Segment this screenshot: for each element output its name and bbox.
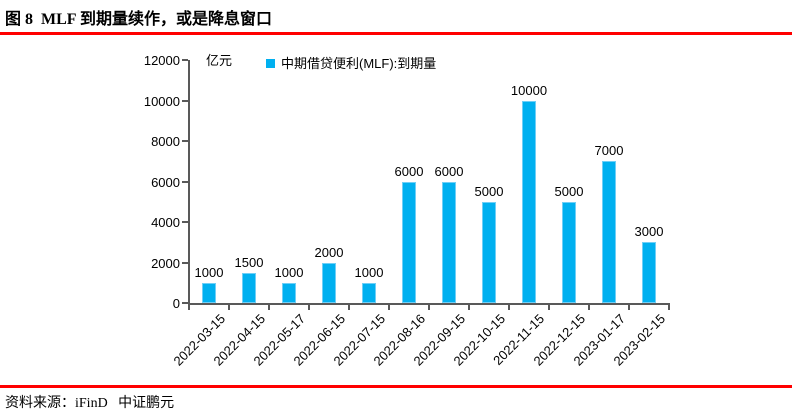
bar xyxy=(562,201,576,303)
y-axis-tick-label: 6000 xyxy=(151,174,180,190)
x-axis-tick-mark xyxy=(188,305,190,310)
x-axis-tick-mark xyxy=(508,305,510,310)
y-axis-tick-mark xyxy=(182,261,188,264)
y-axis-tick-label: 4000 xyxy=(151,215,180,230)
bar xyxy=(362,282,376,303)
y-axis-tick-label: 10000 xyxy=(143,93,180,109)
x-axis-tick-mark xyxy=(468,305,470,310)
x-axis-tick-mark xyxy=(428,305,430,310)
x-axis-tick-mark xyxy=(388,305,390,310)
bar-value-label: 7000 xyxy=(594,143,624,159)
bar xyxy=(482,201,496,303)
y-axis-tick-label: 8000 xyxy=(151,134,180,149)
x-axis-tick-mark xyxy=(308,305,310,310)
y-axis-tick-mark xyxy=(182,59,188,61)
bar xyxy=(642,242,656,303)
bar-value-label: 3000 xyxy=(634,224,664,240)
y-axis-unit-label: 亿元 xyxy=(206,53,233,68)
bar-value-label: 5000 xyxy=(554,183,584,199)
bar-value-label: 1000 xyxy=(354,264,384,280)
legend-swatch-icon xyxy=(266,59,275,68)
y-axis-tick-label: 12000 xyxy=(143,53,180,68)
x-axis-tick-mark xyxy=(548,305,550,310)
y-axis-tick-mark xyxy=(182,302,188,304)
x-axis-tick-mark xyxy=(268,305,270,310)
y-axis-tick-mark xyxy=(182,140,188,142)
bar xyxy=(202,282,216,303)
bar xyxy=(442,181,456,303)
x-axis-tick-mark xyxy=(588,305,590,310)
bar xyxy=(402,181,416,303)
bar-value-label: 6000 xyxy=(394,163,424,179)
bar-value-label: 5000 xyxy=(474,183,504,199)
top-red-rule xyxy=(0,32,792,35)
bar-value-label: 2000 xyxy=(314,244,344,260)
bar xyxy=(242,272,256,303)
bar-value-label: 6000 xyxy=(434,163,464,179)
figure-title: 图 8 MLF 到期量续作，或是降息窗口 xyxy=(5,11,272,28)
y-axis-tick-mark xyxy=(182,221,188,223)
bottom-red-rule xyxy=(0,385,792,388)
bar xyxy=(322,262,336,303)
y-axis-tick-mark xyxy=(182,99,188,102)
legend-series-label: 中期借贷便利(MLF):到期量 xyxy=(281,56,437,71)
x-axis-tick-mark xyxy=(628,305,630,310)
bar xyxy=(282,282,296,303)
bar-value-label: 1000 xyxy=(194,264,224,280)
data-source-note: 资料来源：iFinD 中证鹏元 xyxy=(5,396,175,411)
y-axis-tick-label: 2000 xyxy=(151,255,180,271)
x-axis-tick-mark xyxy=(228,305,230,310)
x-axis-tick-mark xyxy=(348,305,350,310)
x-axis-line xyxy=(188,303,670,305)
y-axis-tick-mark xyxy=(182,180,188,183)
x-axis-tick-mark xyxy=(668,305,670,310)
y-axis-tick-label: 0 xyxy=(172,296,180,311)
bar xyxy=(522,100,536,303)
bar xyxy=(602,161,616,303)
bar-value-label: 10000 xyxy=(510,82,548,98)
chart-legend: 中期借贷便利(MLF):到期量 xyxy=(266,57,436,70)
bar-value-label: 1000 xyxy=(274,264,304,280)
bar-value-label: 1500 xyxy=(234,254,264,270)
y-axis-line xyxy=(188,60,190,305)
